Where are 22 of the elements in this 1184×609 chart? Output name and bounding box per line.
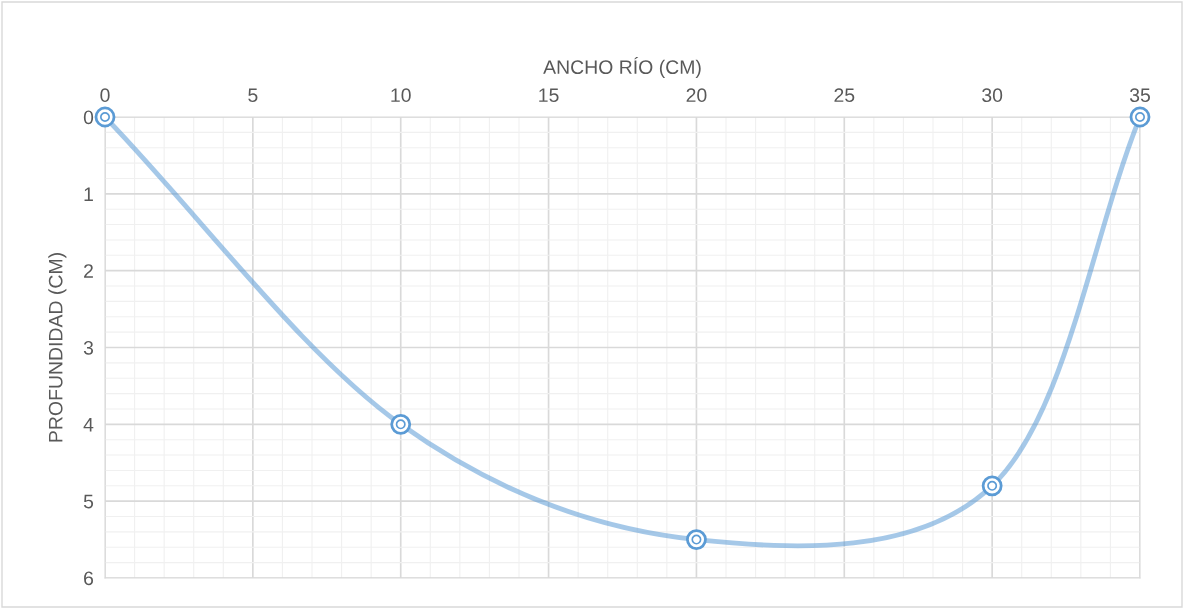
y-tick-label: 5 xyxy=(83,494,94,509)
point xyxy=(94,106,116,128)
x-tick-label: 5 xyxy=(248,88,258,103)
x-tick-label: 20 xyxy=(686,88,707,103)
x-tick-label: 10 xyxy=(391,88,411,103)
x-tick-label: 0 xyxy=(100,88,110,103)
y-tick-label: 3 xyxy=(83,340,94,355)
y-tick-label: 2 xyxy=(84,264,93,278)
point xyxy=(1129,106,1151,128)
x-tick-label: 35 xyxy=(1129,88,1150,103)
point xyxy=(686,529,707,550)
y-axis-title: PROFUNDIDAD (CM) xyxy=(48,253,67,442)
y-tick-label: 6 xyxy=(84,571,94,586)
point xyxy=(390,413,412,435)
y-tick-label: 1 xyxy=(84,187,93,201)
y-tick-label: 0 xyxy=(83,110,94,125)
y-tick-label: 4 xyxy=(83,418,94,432)
x-tick-label: 15 xyxy=(539,88,559,103)
x-axis-title: ANCHO RÍO (CM) xyxy=(543,57,701,78)
x-tick-label: 30 xyxy=(982,88,1003,103)
point xyxy=(981,475,1003,497)
x-tick-label: 25 xyxy=(834,88,855,103)
